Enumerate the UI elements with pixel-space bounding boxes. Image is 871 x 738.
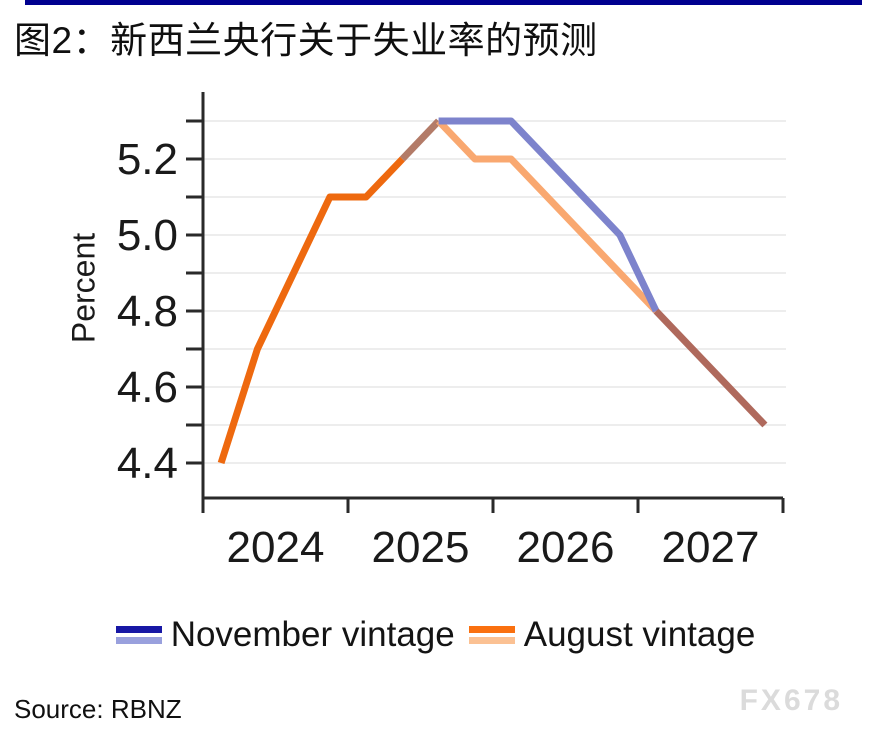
x-tick-label: 2025 — [372, 523, 470, 572]
legend-item-august: August vintage — [468, 615, 756, 655]
august-forecast-color — [468, 637, 515, 644]
series-segment-august-forecast — [436, 118, 659, 314]
legend-item-november: November vintage — [115, 615, 455, 655]
august-line-swatch-icon — [468, 626, 515, 644]
series-segment-august-history — [217, 156, 405, 465]
x-tick-label: 2024 — [227, 523, 325, 572]
watermark: FX678 — [739, 684, 843, 717]
series-segment-november-forecast — [438, 117, 660, 313]
y-tick-label: 5.2 — [117, 135, 178, 184]
chart-legend: November vintage August vintage — [0, 615, 871, 655]
unemployment-forecast-chart: 5.2 5.0 4.8 4.6 4.4 2024 2025 2026 2027 — [117, 92, 786, 572]
source-note: Source: RBNZ — [14, 694, 182, 724]
y-tick-label: 5.0 — [117, 211, 178, 260]
y-tick-label: 4.4 — [117, 439, 178, 488]
august-history-color — [468, 626, 515, 633]
series-segment-overlap-rise — [399, 118, 442, 162]
november-history-color — [115, 626, 162, 633]
y-tick-label: 4.6 — [117, 363, 178, 412]
november-forecast-color — [115, 637, 162, 644]
legend-label-august: August vintage — [523, 615, 756, 654]
series-segment-overlap-tail — [653, 308, 768, 428]
x-tick-label: 2026 — [517, 523, 615, 572]
x-tick-label: 2027 — [662, 523, 760, 572]
figure-title: 图2：新西兰央行关于失业率的预测 — [14, 20, 598, 61]
y-axis-title: Percent — [65, 232, 102, 344]
header-accent-bar — [25, 0, 862, 5]
legend-label-november: November vintage — [170, 615, 455, 654]
y-tick-label: 4.8 — [117, 287, 178, 336]
november-line-swatch-icon — [115, 626, 162, 644]
